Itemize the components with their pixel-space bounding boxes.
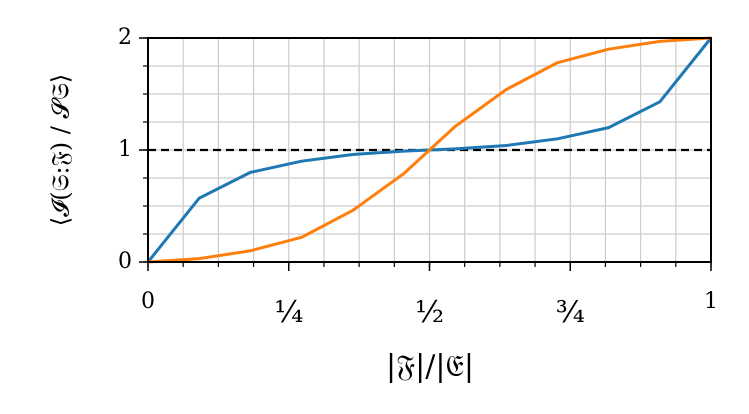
x-tick-label: ¼ [274,295,303,330]
y-axis-label: ⟨𝓘(𝔖:𝔉) / 𝓢𝔖⟩ [47,74,75,227]
y-tick-label: 2 [118,25,132,50]
y-tick-label: 0 [118,249,132,274]
x-tick-label: ¾ [556,295,585,330]
data-line [147,36,712,264]
y-tick-label: 1 [118,137,132,162]
x-tick-label: 1 [704,289,718,314]
x-axis-label: |𝔉|/|𝔈| [386,349,474,384]
plot-frame [147,37,712,263]
x-tick-label: 0 [141,289,155,314]
x-tick-label: ½ [415,295,444,330]
